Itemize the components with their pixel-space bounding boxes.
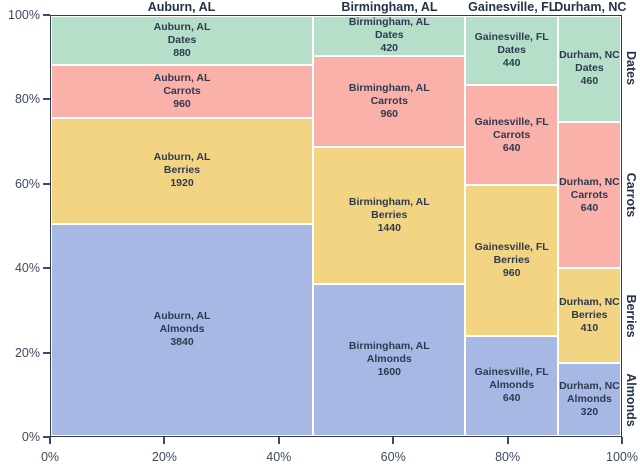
- mosaic-cell-birmingham-al-berries: Birmingham, AL Berries 1440: [313, 147, 466, 284]
- mosaic-cell-durham-nc-carrots: Durham, NC Carrots 640: [557, 121, 621, 269]
- mosaic-cell-auburn-al-almonds: Auburn, AL Almonds 3840: [51, 223, 314, 436]
- cell-label: Auburn, AL Berries 1920: [153, 151, 211, 190]
- mosaic-cell-durham-nc-almonds: Durham, NC Almonds 320: [557, 362, 621, 436]
- mosaic-cell-auburn-al-berries: Auburn, AL Berries 1920: [51, 117, 314, 224]
- mosaic-cell-auburn-al-dates: Auburn, AL Dates 880: [51, 16, 314, 65]
- x-tick-mark: [49, 437, 51, 444]
- y-tick-mark: [43, 267, 50, 270]
- column-header-birmingham-al: Birmingham, AL: [341, 0, 438, 14]
- x-tick-label: 100%: [606, 450, 638, 464]
- cell-label: Gainesville, FL Dates 440: [474, 30, 549, 69]
- y-tick-label: 40%: [14, 261, 40, 276]
- cell-label: Gainesville, FL Almonds 640: [474, 366, 549, 405]
- mosaic-cell-gainesville-fl-dates: Gainesville, FL Dates 440: [465, 16, 558, 85]
- y-tick-mark: [43, 14, 50, 16]
- mosaic-cell-auburn-al-carrots: Auburn, AL Carrots 960: [51, 64, 314, 118]
- mosaic-cell-gainesville-fl-carrots: Gainesville, FL Carrots 640: [465, 84, 558, 186]
- x-tick-mark: [277, 437, 280, 444]
- x-tick-mark: [506, 437, 509, 444]
- mosaic-cell-durham-nc-berries: Durham, NC Berries 410: [557, 268, 621, 363]
- mosaic-cell-birmingham-al-carrots: Birmingham, AL Carrots 960: [313, 55, 466, 148]
- column-headers: Auburn, AL Birmingham, AL Gainesville, FL D…: [50, 0, 627, 15]
- mosaic-cell-birmingham-al-dates: Birmingham, AL Dates 420: [313, 16, 466, 56]
- y-tick-label: 0%: [21, 430, 40, 444]
- column-header-gainesville-fl: Gainesville, FL: [468, 0, 557, 14]
- x-tick-label: 20%: [151, 450, 177, 464]
- cell-label: Durham, NC Berries 410: [559, 296, 620, 334]
- mosaic-cell-durham-nc-dates: Durham, NC Dates 460: [557, 16, 621, 122]
- row-label-berries: Berries: [624, 294, 638, 338]
- y-tick-label: 20%: [14, 345, 40, 360]
- cell-label: Gainesville, FL Carrots 640: [474, 115, 549, 154]
- cell-label: Birmingham, AL Carrots 960: [348, 82, 430, 121]
- column-header-auburn-al: Auburn, AL: [147, 0, 216, 14]
- x-tick-label: 40%: [266, 450, 292, 464]
- cell-label: Auburn, AL Almonds 3840: [153, 310, 211, 349]
- x-tick-label: 0%: [40, 450, 60, 464]
- cell-label: Gainesville, FL Berries 960: [474, 240, 549, 279]
- y-tick-mark: [43, 98, 50, 101]
- cell-label: Birmingham, AL Dates 420: [348, 16, 430, 55]
- row-label-dates: Dates: [624, 51, 638, 86]
- column-header-durham-nc: Durham, NC: [554, 0, 627, 14]
- x-tick-mark: [621, 437, 623, 444]
- y-tick-mark: [43, 351, 50, 354]
- y-tick-label: 100%: [8, 8, 40, 22]
- y-tick-mark: [43, 182, 50, 185]
- x-tick-mark: [392, 437, 395, 444]
- mosaic-cell-gainesville-fl-almonds: Gainesville, FL Almonds 640: [465, 335, 558, 436]
- x-tick-mark: [163, 437, 166, 444]
- cell-label: Durham, NC Carrots 640: [559, 175, 620, 214]
- cell-label: Durham, NC Almonds 320: [559, 379, 620, 418]
- cell-label: Auburn, AL Dates 880: [153, 20, 211, 59]
- cell-label: Durham, NC Dates 460: [559, 49, 620, 88]
- y-tick-mark: [43, 436, 50, 438]
- cell-label: Birmingham, AL Almonds 1600: [348, 340, 430, 379]
- plot-area: Auburn, AL Dates 880 Auburn, AL Carrots 960 Au…: [50, 15, 622, 437]
- cell-label: Birmingham, AL Berries 1440: [348, 196, 430, 235]
- mosaic-cell-gainesville-fl-berries: Gainesville, FL Berries 960: [465, 185, 558, 336]
- row-label-carrots: Carrots: [624, 172, 638, 218]
- y-tick-label: 60%: [14, 176, 40, 191]
- x-tick-label: 60%: [380, 450, 406, 464]
- y-tick-label: 80%: [14, 92, 40, 107]
- cell-label: Auburn, AL Carrots 960: [153, 71, 211, 110]
- mosaic-cell-birmingham-al-almonds: Birmingham, AL Almonds 1600: [313, 283, 466, 436]
- row-label-almonds: Almonds: [624, 373, 638, 427]
- x-tick-label: 80%: [495, 450, 521, 464]
